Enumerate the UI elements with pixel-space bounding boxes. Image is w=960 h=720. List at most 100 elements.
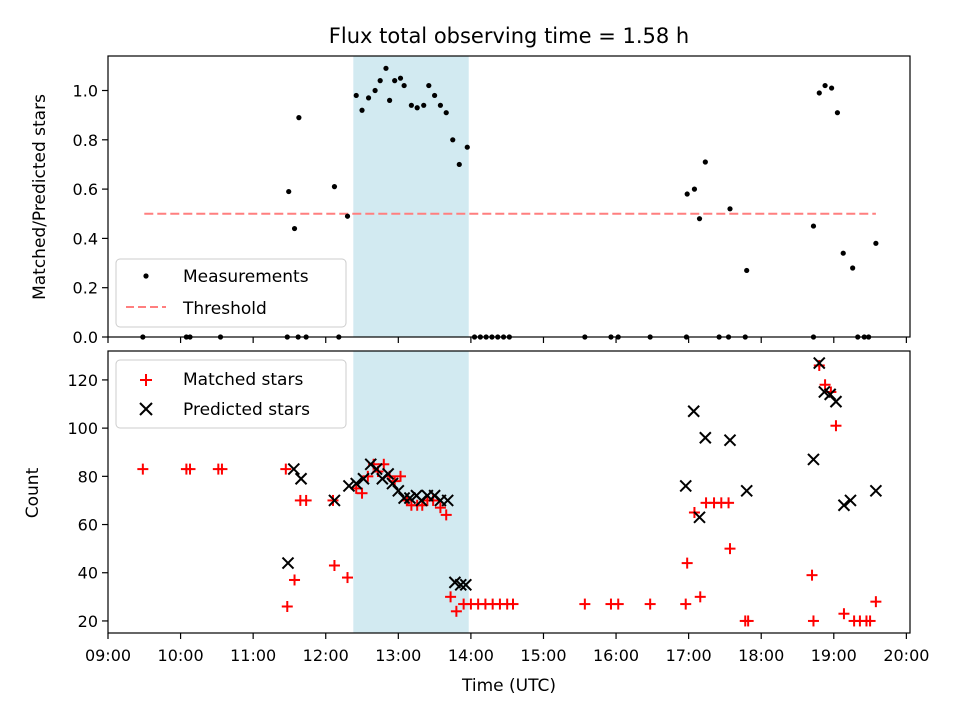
bottom-legend: Matched stars Predicted stars xyxy=(115,359,347,429)
chart-title: Flux total observing time = 1.58 h xyxy=(329,24,689,48)
legend-matched-marker xyxy=(140,374,152,386)
predicted-star-point xyxy=(844,494,857,507)
measurement-point xyxy=(387,97,393,103)
measurement-point xyxy=(296,115,302,121)
legend-measurements-label: Measurements xyxy=(183,267,309,287)
measurement-point xyxy=(408,102,414,108)
measurement-point xyxy=(421,102,427,108)
top-legend: Measurements Threshold xyxy=(115,258,347,328)
measurement-point xyxy=(286,188,292,195)
matched-star-point xyxy=(184,463,196,475)
x-tick-label: 13:00 xyxy=(375,646,421,665)
predicted-star-point xyxy=(454,578,467,592)
matched-star-point xyxy=(723,497,735,509)
predicted-star-point xyxy=(357,472,370,485)
matched-star-point xyxy=(612,598,624,610)
measurement-point xyxy=(450,137,456,143)
measurement-point xyxy=(464,144,470,150)
measurement-point xyxy=(850,265,856,271)
measurement-point xyxy=(829,85,835,91)
matched-star-point xyxy=(680,598,692,610)
predicted-star-point xyxy=(403,491,417,505)
measurement-point xyxy=(353,92,359,99)
top-axes-frame xyxy=(107,55,911,338)
x-tick-label: 10:00 xyxy=(158,646,204,665)
predicted-star-point xyxy=(837,499,851,512)
x-tick-label: 15:00 xyxy=(520,646,566,665)
predicted-star-point xyxy=(693,511,706,524)
matched-star-point xyxy=(830,420,842,432)
x-tick-label: 09:00 xyxy=(85,646,131,665)
top-x-ticks xyxy=(107,337,907,343)
matched-star-point xyxy=(300,494,312,506)
measurement-point xyxy=(414,105,420,111)
predicted-star-point xyxy=(381,467,395,481)
measurement-point xyxy=(810,223,817,229)
matched-star-point xyxy=(694,591,706,603)
measurement-point xyxy=(383,65,389,71)
matched-star-point xyxy=(434,502,446,514)
predicted-star-point xyxy=(723,433,737,447)
legend-predicted-label: Predicted stars xyxy=(183,400,310,420)
top-y-tick-label: 0.0 xyxy=(73,328,98,347)
measurement-point xyxy=(822,82,828,89)
measurement-point xyxy=(401,82,407,89)
measurement-point xyxy=(696,216,703,222)
measurement-point xyxy=(397,75,404,81)
measurement-point xyxy=(291,225,298,232)
matched-star-point xyxy=(327,494,339,506)
measurement-point xyxy=(873,240,879,246)
measurement-point xyxy=(702,159,708,165)
predicted-star-point xyxy=(328,494,341,507)
measurement-point xyxy=(359,107,365,113)
bottom-x-ticks: 09:00 10:00 11:00 12:00 13:00 14:00 15:00 16:00… xyxy=(85,633,929,665)
legend-threshold-label: Threshold xyxy=(182,299,267,319)
top-panel: 0.0 0.2 0.4 0.6 0.8 1.0 Matched/Predicted sta… xyxy=(30,55,911,347)
matched-star-point xyxy=(342,572,354,584)
matched-star-point xyxy=(281,600,293,612)
x-tick-label: 17:00 xyxy=(666,646,712,665)
predicted-star-point xyxy=(386,477,399,490)
x-tick-label: 16:00 xyxy=(593,646,639,665)
matched-star-point xyxy=(838,608,850,620)
measurement-point xyxy=(432,92,438,99)
matched-star-point xyxy=(807,615,819,627)
matched-star-point xyxy=(579,598,591,610)
matched-star-point xyxy=(445,591,457,603)
predicted-star-point xyxy=(823,388,837,401)
predicted-star-point xyxy=(370,462,383,476)
bottom-y-tick-label: 60 xyxy=(78,516,98,535)
predicted-star-point xyxy=(807,453,820,466)
matched-star-point xyxy=(394,470,406,482)
x-axis-label: Time (UTC) xyxy=(461,676,556,696)
predicted-star-point xyxy=(397,491,411,505)
matched-star-point xyxy=(813,359,825,371)
measurement-point xyxy=(727,206,733,212)
predicted-star-point xyxy=(441,494,454,507)
bottom-y-tick-label: 100 xyxy=(67,419,98,438)
x-tick-label: 20:00 xyxy=(883,646,929,665)
bottom-y-axis-label: Count xyxy=(23,467,43,518)
x-tick-label: 19:00 xyxy=(811,646,857,665)
matched-star-point xyxy=(328,560,340,572)
observing-window-band xyxy=(353,351,469,633)
top-y-tick-label: 0.2 xyxy=(73,279,98,298)
measurement-point xyxy=(392,78,398,84)
matched-star-point xyxy=(864,615,876,627)
measurement-point xyxy=(834,110,841,116)
matched-star-point xyxy=(681,557,693,569)
top-legend-box xyxy=(115,258,347,328)
x-tick-label: 11:00 xyxy=(230,646,276,665)
legend-predicted-marker xyxy=(139,402,153,416)
matched-star-point xyxy=(450,605,462,617)
predicted-star-point xyxy=(350,477,363,490)
measurement-point xyxy=(691,186,698,192)
matched-star-point xyxy=(819,379,831,391)
bottom-panel: 20 40 60 80 100 120 09:00 10:00 11:00 12:00 13:00… xyxy=(23,350,929,696)
x-tick-label: 18:00 xyxy=(738,646,784,665)
measurement-point xyxy=(377,78,383,84)
count-points xyxy=(137,356,883,627)
matched-star-point xyxy=(724,543,736,555)
legend-measurements-marker xyxy=(143,273,149,279)
